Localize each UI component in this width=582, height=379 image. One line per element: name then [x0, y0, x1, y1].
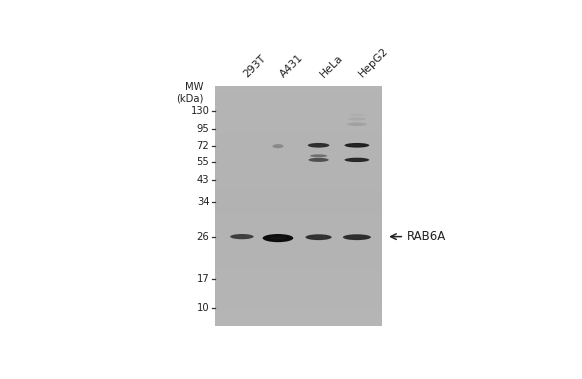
Text: HeLa: HeLa [318, 52, 345, 79]
Ellipse shape [313, 144, 324, 146]
Text: 95: 95 [197, 124, 210, 134]
Bar [215, 86, 382, 326]
Ellipse shape [306, 234, 332, 240]
Bar [215, 190, 382, 198]
Bar [215, 182, 382, 190]
Bar [215, 278, 382, 286]
Bar [215, 238, 382, 246]
Ellipse shape [351, 159, 363, 161]
Text: 293T: 293T [242, 53, 268, 79]
Text: 43: 43 [197, 175, 210, 185]
Text: 72: 72 [197, 141, 210, 151]
Bar [215, 286, 382, 294]
Text: 26: 26 [197, 232, 210, 242]
Ellipse shape [236, 236, 248, 238]
Ellipse shape [347, 122, 367, 126]
Bar [215, 310, 382, 318]
Ellipse shape [343, 234, 371, 240]
Text: A431: A431 [278, 52, 305, 79]
Bar [215, 86, 382, 94]
Ellipse shape [351, 144, 363, 146]
Bar [215, 126, 382, 134]
Ellipse shape [310, 154, 327, 157]
Ellipse shape [349, 114, 365, 116]
Bar [215, 214, 382, 222]
Text: RAB6A: RAB6A [406, 230, 446, 243]
Bar [215, 262, 382, 270]
Bar [215, 142, 382, 150]
Ellipse shape [348, 117, 366, 121]
Bar [215, 110, 382, 118]
Bar [215, 174, 382, 182]
Bar [215, 158, 382, 166]
Bar [215, 94, 382, 102]
Ellipse shape [272, 144, 283, 148]
Text: HepG2: HepG2 [357, 45, 391, 79]
Bar [215, 230, 382, 238]
Ellipse shape [345, 158, 370, 162]
Bar [215, 134, 382, 142]
Bar [215, 166, 382, 174]
Bar [215, 246, 382, 254]
Ellipse shape [314, 159, 324, 161]
Bar [215, 150, 382, 158]
Ellipse shape [270, 236, 286, 240]
Text: MW
(kDa): MW (kDa) [176, 82, 204, 103]
Bar [215, 206, 382, 214]
Text: 130: 130 [190, 106, 210, 116]
Bar [215, 118, 382, 126]
Text: 10: 10 [197, 303, 210, 313]
Text: 34: 34 [197, 197, 210, 207]
Bar [215, 198, 382, 206]
Bar [215, 318, 382, 326]
Ellipse shape [308, 158, 329, 162]
Ellipse shape [308, 143, 329, 148]
Ellipse shape [312, 236, 325, 238]
Ellipse shape [345, 143, 370, 148]
Ellipse shape [230, 234, 254, 239]
Text: 17: 17 [197, 274, 210, 284]
Ellipse shape [262, 234, 293, 242]
Ellipse shape [350, 236, 364, 238]
Ellipse shape [314, 155, 323, 156]
Bar [215, 302, 382, 310]
Bar [215, 102, 382, 110]
Bar [215, 222, 382, 230]
Bar [215, 270, 382, 278]
Bar [215, 254, 382, 262]
Bar [215, 294, 382, 302]
Text: 55: 55 [197, 157, 210, 167]
